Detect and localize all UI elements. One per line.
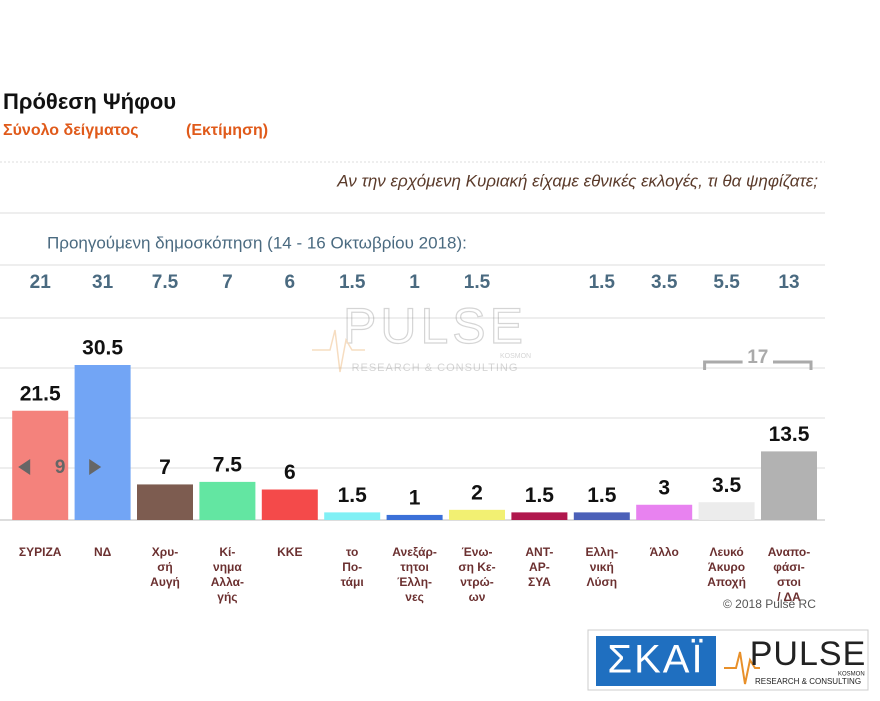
logo-box: ΣΚΑΪ PULSE KOSMON RESEARCH & CONSULTING: [587, 629, 869, 691]
value-label: 7.5: [213, 453, 243, 476]
x-tick-label: Χρυ- σή Αυγή: [150, 545, 180, 589]
bar: [137, 484, 193, 520]
bar: [761, 451, 817, 520]
previous-value: 31: [92, 272, 114, 293]
previous-value: 1.5: [339, 272, 366, 293]
x-tick-label: Ένω- ση Κε- ντρώ- ων: [458, 545, 496, 604]
watermark-pulse: PULSE: [343, 298, 527, 354]
x-tick-label: Κί- νημα Αλλα- γής: [210, 545, 245, 604]
value-label: 6: [284, 461, 296, 484]
x-tick-label: ΝΔ: [93, 545, 112, 559]
skai-logo-bg: [596, 636, 716, 686]
pulse-partner: KOSMON: [838, 672, 865, 678]
bar: [199, 481, 256, 520]
previous-value: 7: [222, 272, 233, 293]
question: Αν την ερχόμενη Κυριακή είχαμε εθνικές ε…: [336, 171, 818, 190]
pulse-tagline: RESEARCH & CONSULTING: [755, 677, 861, 686]
previous-value: 6: [285, 272, 296, 293]
bar: [449, 509, 505, 520]
bar: [511, 512, 568, 520]
chart-subtitle: Σύνολο δείγματος: [3, 122, 139, 139]
x-tick-label: ΑΝΤ- ΑΡ- ΣΥΑ: [525, 545, 554, 589]
chart-subtitle-note: (Εκτίμηση): [186, 122, 268, 139]
value-label: 1.5: [525, 484, 555, 507]
watermark-pulse-line: [312, 329, 365, 373]
watermark-partner: KOSMON: [500, 353, 531, 360]
value-label: 21.5: [20, 382, 61, 405]
previous-value: 3.5: [651, 272, 678, 293]
value-label: 30.5: [82, 337, 123, 360]
previous-value: 1.5: [589, 272, 616, 293]
x-tick-label: Ανεξάρ- τητοι Έλλη- νες: [392, 545, 437, 604]
previous-value: 5.5: [713, 272, 740, 293]
previous-value: 7.5: [152, 272, 179, 293]
x-tick-label: ΚΚΕ: [277, 545, 303, 559]
previous-value: 1.5: [464, 272, 491, 293]
pulse-line: [724, 651, 760, 685]
value-label: 1.5: [587, 484, 617, 507]
previous-value: 1: [409, 272, 420, 293]
skai-logo: ΣΚΑΪ: [607, 638, 704, 682]
bar: [386, 514, 443, 520]
bar: [636, 504, 693, 520]
x-tick-label: Λευκό Άκυρο Αποχή: [707, 545, 746, 589]
value-label: 13.5: [769, 423, 810, 446]
x-tick-label: Άλλο: [649, 545, 679, 559]
previous-value: 21: [30, 272, 52, 293]
value-label: 1.5: [338, 484, 368, 507]
value-label: 7: [159, 456, 171, 479]
value-label: 3.5: [712, 474, 742, 497]
watermark-tagline: RESEARCH & CONSULTING: [352, 362, 519, 374]
bar: [698, 502, 755, 520]
x-tick-label: ΣΥΡΙΖΑ: [18, 545, 62, 559]
previous-value: 13: [778, 272, 799, 293]
x-tick-label: το Πο- τάμι: [340, 545, 364, 589]
difference-label: 9: [55, 457, 66, 478]
frame-lines: [0, 161, 825, 521]
chart-title: Πρόθεση Ψήφου: [3, 89, 176, 114]
value-label: 1: [409, 486, 421, 509]
bracket: [703, 360, 813, 370]
bar: [74, 365, 131, 520]
bar: [324, 512, 381, 520]
arrow-left: [18, 459, 31, 475]
previous-label: Προηγούμενη δημοσκόπηση (14 - 16 Οκτωβρί…: [47, 233, 467, 252]
x-tick-label: Αναπο- φάσι- στοι / ΔΑ: [767, 545, 811, 604]
x-tick-label: Ελλη- νική Λύση: [585, 545, 619, 589]
watermark: PULSE KOSMON RESEARCH & CONSULTING: [312, 298, 531, 374]
copyright: © 2018 Pulse RC: [723, 597, 816, 611]
value-label: 2: [471, 481, 483, 504]
bracket-label: 17: [747, 347, 768, 368]
pulse-logo: PULSE: [750, 635, 867, 673]
bar: [261, 489, 318, 520]
value-label: 3: [658, 476, 670, 499]
bar: [573, 512, 630, 520]
arrow-right: [89, 459, 102, 475]
